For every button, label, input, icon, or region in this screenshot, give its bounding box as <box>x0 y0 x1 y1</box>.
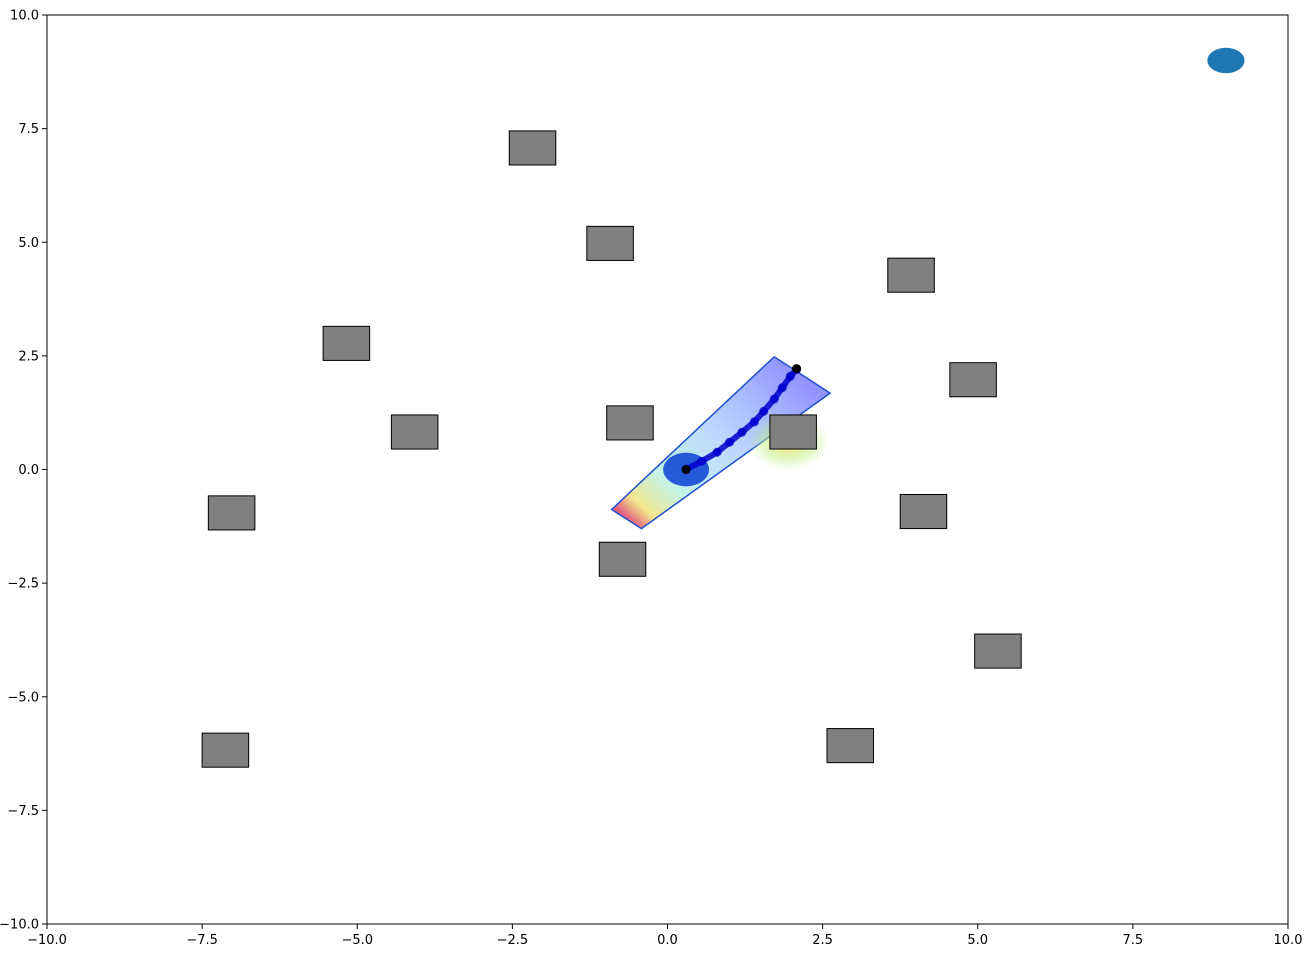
y-tick-label-4: −2.5 <box>7 577 39 592</box>
obstacle-3 <box>887 257 935 293</box>
obstacle-1 <box>508 130 557 166</box>
x-tick-label-3: −5.0 <box>341 933 373 948</box>
x-tick-label-2: −7.5 <box>186 933 218 948</box>
y-tick-label-3: −5.0 <box>7 690 39 705</box>
trajectory-point-4 <box>725 437 735 447</box>
y-tick-label-5: 0.0 <box>18 463 39 478</box>
trajectory-point-5 <box>737 427 747 437</box>
trajectory <box>663 364 802 487</box>
y-tick-label-1: −10.0 <box>0 918 39 933</box>
obstacle-9 <box>207 495 256 531</box>
y-tick-label-8: 7.5 <box>18 122 39 137</box>
trajectory-point-7 <box>759 406 769 416</box>
obstacle-2 <box>586 225 634 261</box>
trajectory-point-2 <box>697 456 707 466</box>
y-tick-label-9: 10.0 <box>10 9 39 24</box>
trajectory-point-3 <box>712 447 722 457</box>
obstacle-5 <box>949 362 997 398</box>
trajectory-point-6 <box>749 417 759 427</box>
trajectory-point-8 <box>769 394 779 404</box>
y-tick-label-2: −7.5 <box>7 804 39 819</box>
y-tick-label-7: 5.0 <box>18 236 39 251</box>
obstacle-7 <box>606 405 654 441</box>
x-tick-label-4: −2.5 <box>497 933 529 948</box>
trajectory-point-10 <box>785 371 795 381</box>
goal-marker <box>1207 47 1245 74</box>
obstacles <box>201 47 1245 768</box>
x-tick-label-8: 7.5 <box>1123 933 1144 948</box>
x-tick-label-9: 10.0 <box>1274 933 1303 948</box>
trajectory-point-9 <box>777 383 787 393</box>
obstacle-12 <box>974 633 1022 669</box>
y-tick-label-6: 2.5 <box>18 349 39 364</box>
obstacle-10 <box>899 493 948 530</box>
trajectory-end-point <box>792 364 802 374</box>
x-tick-label-6: 2.5 <box>812 933 833 948</box>
x-tick-label-7: 5.0 <box>967 933 988 948</box>
obstacle-4 <box>322 325 371 361</box>
axes: −10.0 −7.5 −5.0 −2.5 0.0 2.5 5.0 7.5 10.0 −10.0 −7… <box>0 9 1302 949</box>
x-tick-label-5: 0.0 <box>657 933 678 948</box>
obstacle-14 <box>201 732 250 768</box>
obstacle-6 <box>390 414 439 450</box>
x-tick-label-1: −10.0 <box>27 933 67 948</box>
obstacle-8 <box>769 414 817 450</box>
obstacle-11 <box>598 541 647 577</box>
obstacle-13 <box>826 728 875 764</box>
trajectory-start-point <box>681 465 691 474</box>
